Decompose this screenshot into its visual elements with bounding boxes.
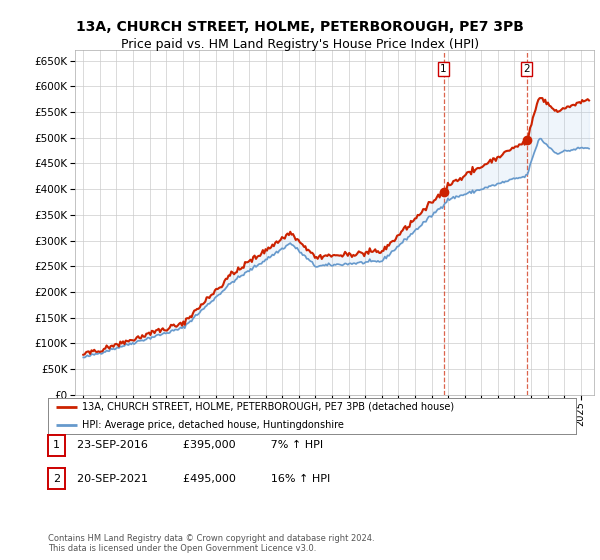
Text: 23-SEP-2016          £395,000          7% ↑ HPI: 23-SEP-2016 £395,000 7% ↑ HPI	[77, 440, 323, 450]
Text: 1: 1	[440, 64, 447, 74]
Text: 13A, CHURCH STREET, HOLME, PETERBOROUGH, PE7 3PB: 13A, CHURCH STREET, HOLME, PETERBOROUGH,…	[76, 20, 524, 34]
Text: 2: 2	[523, 64, 530, 74]
Text: Contains HM Land Registry data © Crown copyright and database right 2024.
This d: Contains HM Land Registry data © Crown c…	[48, 534, 374, 553]
Text: 1: 1	[53, 440, 60, 450]
Text: 13A, CHURCH STREET, HOLME, PETERBOROUGH, PE7 3PB (detached house): 13A, CHURCH STREET, HOLME, PETERBOROUGH,…	[82, 402, 454, 412]
Text: 2: 2	[53, 474, 60, 484]
Text: Price paid vs. HM Land Registry's House Price Index (HPI): Price paid vs. HM Land Registry's House …	[121, 38, 479, 50]
Text: HPI: Average price, detached house, Huntingdonshire: HPI: Average price, detached house, Hunt…	[82, 420, 344, 430]
Text: 20-SEP-2021          £495,000          16% ↑ HPI: 20-SEP-2021 £495,000 16% ↑ HPI	[77, 474, 330, 484]
